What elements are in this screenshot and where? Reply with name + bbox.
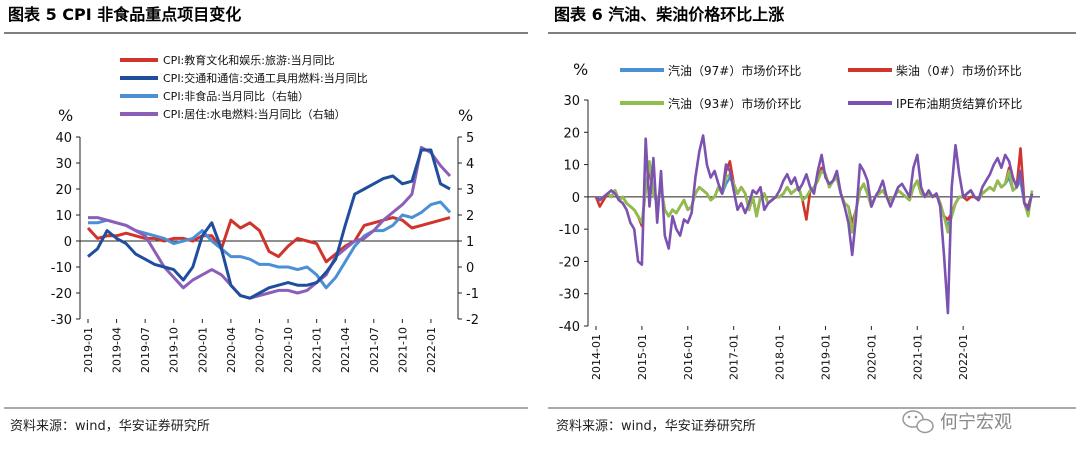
x-tick-label: 2020-07 [253, 327, 266, 373]
right-y-tick-label: 0 [466, 261, 474, 276]
x-tick-label: 2014-01 [590, 334, 603, 380]
legend-label-0: CPI:教育文化和娱乐:旅游:当月同比 [163, 53, 335, 67]
x-tick-label: 2020-04 [225, 327, 238, 373]
right-chart-axes: 30 20 10 0 -10 -20 -30 -40 2014-01 2015-01 2016-01… [559, 94, 1040, 380]
x-tick-label: 2019-01 [819, 334, 832, 380]
legend-label-1: CPI:交通和通信:交通工具用燃料:当月同比 [163, 71, 368, 85]
x-tick-label: 2019-01 [82, 327, 95, 373]
left-chart-series [86, 145, 452, 300]
x-tick-label: 2021-01 [311, 327, 324, 373]
x-tick-label: 2016-01 [682, 334, 695, 380]
y-tick-label: 30 [563, 94, 580, 109]
right-chart-series [594, 134, 1034, 315]
left-y-tick-label: 40 [55, 131, 72, 146]
watermark-text: 何宁宏观 [940, 412, 1012, 433]
series-line-3 [88, 145, 452, 300]
x-tick-label: 2015-01 [636, 334, 649, 380]
legend-label-2: CPI:非食品:当月同比（右轴） [163, 89, 309, 103]
series-line-2 [88, 200, 452, 290]
right-chart: % 30 20 10 0 -10 -20 -30 -40 2014-01 2015-01 2016-… [559, 58, 1065, 380]
right-y-unit-label: % [458, 106, 473, 125]
right-y-tick-label: 1 [466, 235, 474, 250]
legend-label-3: IPE布油期货结算价环比 [896, 96, 1022, 111]
legend-label-0: 汽油（97#）市场价环比 [668, 63, 801, 78]
legend-box [615, 58, 1065, 115]
left-y-tick-label: -10 [51, 261, 72, 276]
y-tick-label: 10 [563, 159, 580, 174]
x-tick-label: 2018-01 [774, 334, 787, 380]
legend-label-1: 柴油（0#）市场价环比 [896, 63, 1022, 78]
left-source: 资料来源：wind，华安证券研究所 [10, 418, 210, 434]
y-tick-label: 0 [572, 191, 580, 206]
right-figure-title: 图表 6 汽油、柴油价格环比上涨 [554, 5, 784, 24]
left-figure-title: 图表 5 CPI 非食品重点项目变化 [8, 5, 241, 24]
x-tick-label: 2020-01 [865, 334, 878, 380]
x-tick-label: 2019-10 [168, 327, 181, 373]
legend-label-2: 汽油（93#）市场价环比 [668, 96, 801, 111]
right-source: 资料来源：wind，华安证券研究所 [556, 418, 756, 434]
right-y-tick-label: 5 [466, 131, 474, 146]
series-line-3 [595, 134, 1034, 315]
right-chart-y-unit-label: % [573, 60, 588, 79]
left-y-tick-label: -20 [51, 287, 72, 302]
right-y-tick-label: -2 [466, 313, 479, 328]
right-y-tick-label: 3 [466, 183, 474, 198]
left-chart-legend: CPI:教育文化和娱乐:旅游:当月同比 CPI:交通和通信:交通工具用燃料:当月同… [120, 50, 420, 124]
right-y-tick-label: 2 [466, 209, 474, 224]
left-y-tick-label: 30 [55, 157, 72, 172]
right-y-tick-label: -1 [466, 287, 479, 302]
x-tick-label: 2019-07 [139, 327, 152, 373]
x-tick-label: 2020-01 [196, 327, 209, 373]
x-tick-label: 2022-01 [957, 334, 970, 380]
left-y-tick-label: 20 [55, 183, 72, 198]
left-y-unit-label: % [58, 106, 73, 125]
y-tick-label: -40 [559, 320, 580, 335]
left-y-tick-label: 0 [64, 235, 72, 250]
x-tick-label: 2021-01 [911, 334, 924, 380]
wechat-icon [902, 410, 934, 434]
y-tick-label: -10 [559, 223, 580, 238]
left-y-tick-label: -30 [51, 313, 72, 328]
left-y-tick-label: 10 [55, 209, 72, 224]
y-tick-label: -30 [559, 288, 580, 303]
x-tick-label: 2019-04 [111, 327, 124, 373]
x-tick-label: 2021-07 [368, 327, 381, 373]
legend-box [150, 50, 420, 124]
x-tick-label: 2021-04 [339, 327, 352, 373]
x-tick-label: 2021-10 [396, 327, 409, 373]
x-tick-label: 2022-01 [425, 327, 438, 373]
x-tick-label: 2020-10 [282, 327, 295, 373]
right-y-tick-label: 4 [466, 157, 474, 172]
x-tick-label: 2017-01 [728, 334, 741, 380]
y-tick-label: 20 [563, 126, 580, 141]
y-tick-label: -20 [559, 255, 580, 270]
series-line-1 [87, 148, 451, 300]
legend-label-3: CPI:居住:水电燃料:当月同比（右轴） [163, 107, 346, 121]
